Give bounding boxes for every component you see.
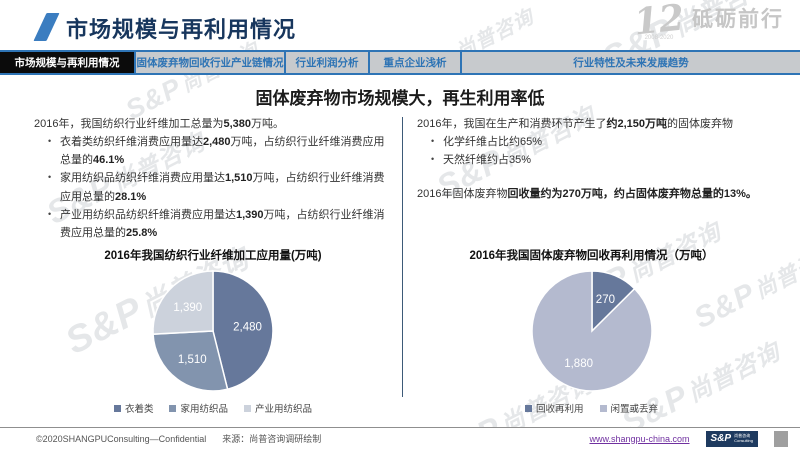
pie-value-label: 270 bbox=[595, 294, 614, 306]
pie-slice-产业用纺织品 bbox=[152, 270, 214, 335]
legend-item-家用纺织品: 家用纺织品 bbox=[169, 401, 228, 415]
bullet-item-home-textile: 家用纺织品纺织纤维消费应用量达1,510万吨，占纺织行业纤维消费应用总量的28.… bbox=[48, 169, 392, 205]
pie-slice-闲置或丢弃 bbox=[530, 270, 653, 392]
left-text-block: 2016年，我国纺织行业纤维加工总量为5,380万吨。 衣着类纺织纤维消费应用量… bbox=[34, 115, 392, 243]
right-intro-paragraph: 2016年，我国在生产和消费环节产生了约2,150万吨的固体废弃物 bbox=[417, 118, 734, 130]
chart-title: 2016年我国纺织行业纤维加工应用量(万吨) bbox=[104, 250, 322, 262]
chart-legend: 衣着类 家用纺织品 产业用纺织品 bbox=[34, 401, 392, 415]
legend-label: 衣着类 bbox=[124, 404, 154, 415]
company-website-link[interactable]: www.shangpu-china.com bbox=[589, 433, 690, 444]
legend-label: 回收再利用 bbox=[535, 404, 584, 415]
sp-logo-text: S&P bbox=[710, 432, 732, 444]
sp-logo-subtext: 尚普咨询 Consulting bbox=[734, 432, 753, 443]
pie-value-label: 1,880 bbox=[564, 358, 593, 370]
sp-consulting-logo: S&P 尚普咨询 Consulting bbox=[705, 430, 758, 447]
legend-swatch bbox=[113, 404, 121, 412]
tab-industry-trends[interactable]: 行业特性及未来发展趋势 bbox=[573, 57, 689, 69]
pie-value-label: 1,510 bbox=[178, 354, 207, 366]
tab-market-scale-and-reuse[interactable]: 市场规模与再利用情况 bbox=[0, 52, 136, 73]
legend-swatch bbox=[244, 404, 251, 412]
pie-chart-fiber-processing: 2,480 1,510 1,390 bbox=[34, 265, 392, 397]
left-bullet-list: 衣着类纺织纤维消费应用量达2,480万吨，占纺织行业纤维消费应用总量的46.1%… bbox=[34, 133, 392, 242]
bullet-item-industrial-textile: 产业用纺织品纺织纤维消费应用量达1,390万吨，占纺织行业纤维消费应用总量的25… bbox=[48, 206, 392, 242]
anniversary-number: 12 bbox=[631, 0, 687, 44]
bullet-item-clothing: 衣着类纺织纤维消费应用量达2,480万吨，占纺织行业纤维消费应用总量的46.1% bbox=[48, 133, 392, 169]
tab-profit-analysis[interactable]: 行业利润分析 bbox=[286, 52, 370, 73]
main-content: 固体废弃物市场规模大，再生利用率低 2016年，我国纺织行业纤维加工总量为5,3… bbox=[0, 76, 800, 415]
tab-key-enterprises[interactable]: 重点企业浅析 bbox=[370, 52, 462, 73]
right-text-block: 2016年，我国在生产和消费环节产生了约2,150万吨的固体废弃物 化学纤维占比… bbox=[417, 115, 766, 243]
legend-label: 闲置或丢弃 bbox=[610, 404, 659, 415]
tab-industry-chain[interactable]: 固体废弃物回收行业产业链情况 bbox=[136, 52, 286, 73]
anniversary-years: 2008-2020 bbox=[644, 35, 674, 41]
slide-title: 固体废弃物市场规模大，再生利用率低 bbox=[255, 89, 545, 108]
bullet-item-chemical-fiber: 化学纤维占比约65% bbox=[431, 133, 766, 151]
left-intro-paragraph: 2016年，我国纺织行业纤维加工总量为5,380万吨。 bbox=[34, 118, 285, 130]
brand-anniversary-logo: 12 2008-2020 砥砺前行 bbox=[631, 0, 784, 44]
right-column: 2016年，我国在生产和消费环节产生了约2,150万吨的固体废弃物 化学纤维占比… bbox=[409, 115, 766, 415]
header-slash-decoration bbox=[33, 13, 60, 41]
pie-slice-衣着类 bbox=[212, 270, 274, 391]
brand-slogan: 砥砺前行 bbox=[692, 8, 784, 31]
bullet-item-natural-fiber: 天然纤维约占35% bbox=[431, 151, 766, 169]
pie-slice-家用纺织品 bbox=[152, 330, 229, 392]
pie-chart-waste-recycling: 270 1,880 bbox=[417, 265, 766, 397]
fiber-processing-pie-chart-block: 2016年我国纺织行业纤维加工应用量(万吨) 2,480 1,510 1,390 衣… bbox=[34, 247, 392, 415]
pie-value-label: 2,480 bbox=[233, 322, 262, 334]
chart-legend: 回收再利用 闲置或丢弃 bbox=[417, 401, 766, 415]
chart-title: 2016年我国固体废弃物回收再利用情况（万吨） bbox=[469, 250, 714, 262]
left-column: 2016年，我国纺织行业纤维加工总量为5,380万吨。 衣着类纺织纤维消费应用量… bbox=[34, 115, 392, 415]
legend-swatch bbox=[599, 404, 607, 412]
legend-item-衣着类: 衣着类 bbox=[113, 401, 154, 415]
vertical-divider bbox=[402, 117, 403, 397]
two-column-layout: 2016年，我国纺织行业纤维加工总量为5,380万吨。 衣着类纺织纤维消费应用量… bbox=[0, 115, 800, 415]
source-text: 来源：尚普咨询调研绘制 bbox=[222, 434, 322, 444]
legend-swatch bbox=[524, 404, 532, 412]
legend-item-回收再利用: 回收再利用 bbox=[524, 401, 584, 415]
footer: ©2020SHANGPUConsulting—Confidential 来源：尚… bbox=[0, 427, 800, 449]
section-tab-bar: 市场规模与再利用情况 固体废弃物回收行业产业链情况 行业利润分析 重点企业浅析 … bbox=[0, 50, 800, 75]
page-title: 市场规模与再利用情况 bbox=[66, 17, 297, 42]
legend-swatch bbox=[169, 404, 177, 412]
right-bullet-list: 化学纤维占比约65% 天然纤维约占35% bbox=[417, 133, 766, 169]
copyright-text: ©2020SHANGPUConsulting—Confidential bbox=[36, 433, 207, 444]
waste-recycling-pie-chart-block: 2016年我国固体废弃物回收再利用情况（万吨） 270 1,880 回收再利用 闲置… bbox=[417, 247, 766, 415]
anniversary-12-logo: 12 2008-2020 bbox=[631, 0, 687, 44]
header: 市场规模与再利用情况 12 2008-2020 砥砺前行 bbox=[0, 0, 800, 50]
legend-item-产业用纺织品: 产业用纺织品 bbox=[244, 401, 312, 415]
legend-label: 家用纺织品 bbox=[180, 404, 228, 415]
legend-label: 产业用纺织品 bbox=[255, 404, 313, 415]
legend-item-闲置或丢弃: 闲置或丢弃 bbox=[599, 401, 659, 415]
pie-value-label: 1,390 bbox=[173, 302, 202, 314]
footer-accent-block bbox=[774, 430, 788, 447]
recycle-summary-paragraph: 2016年固体废弃物回收量约为270万吨，约占固体废弃物总量的13%。 bbox=[417, 188, 757, 201]
